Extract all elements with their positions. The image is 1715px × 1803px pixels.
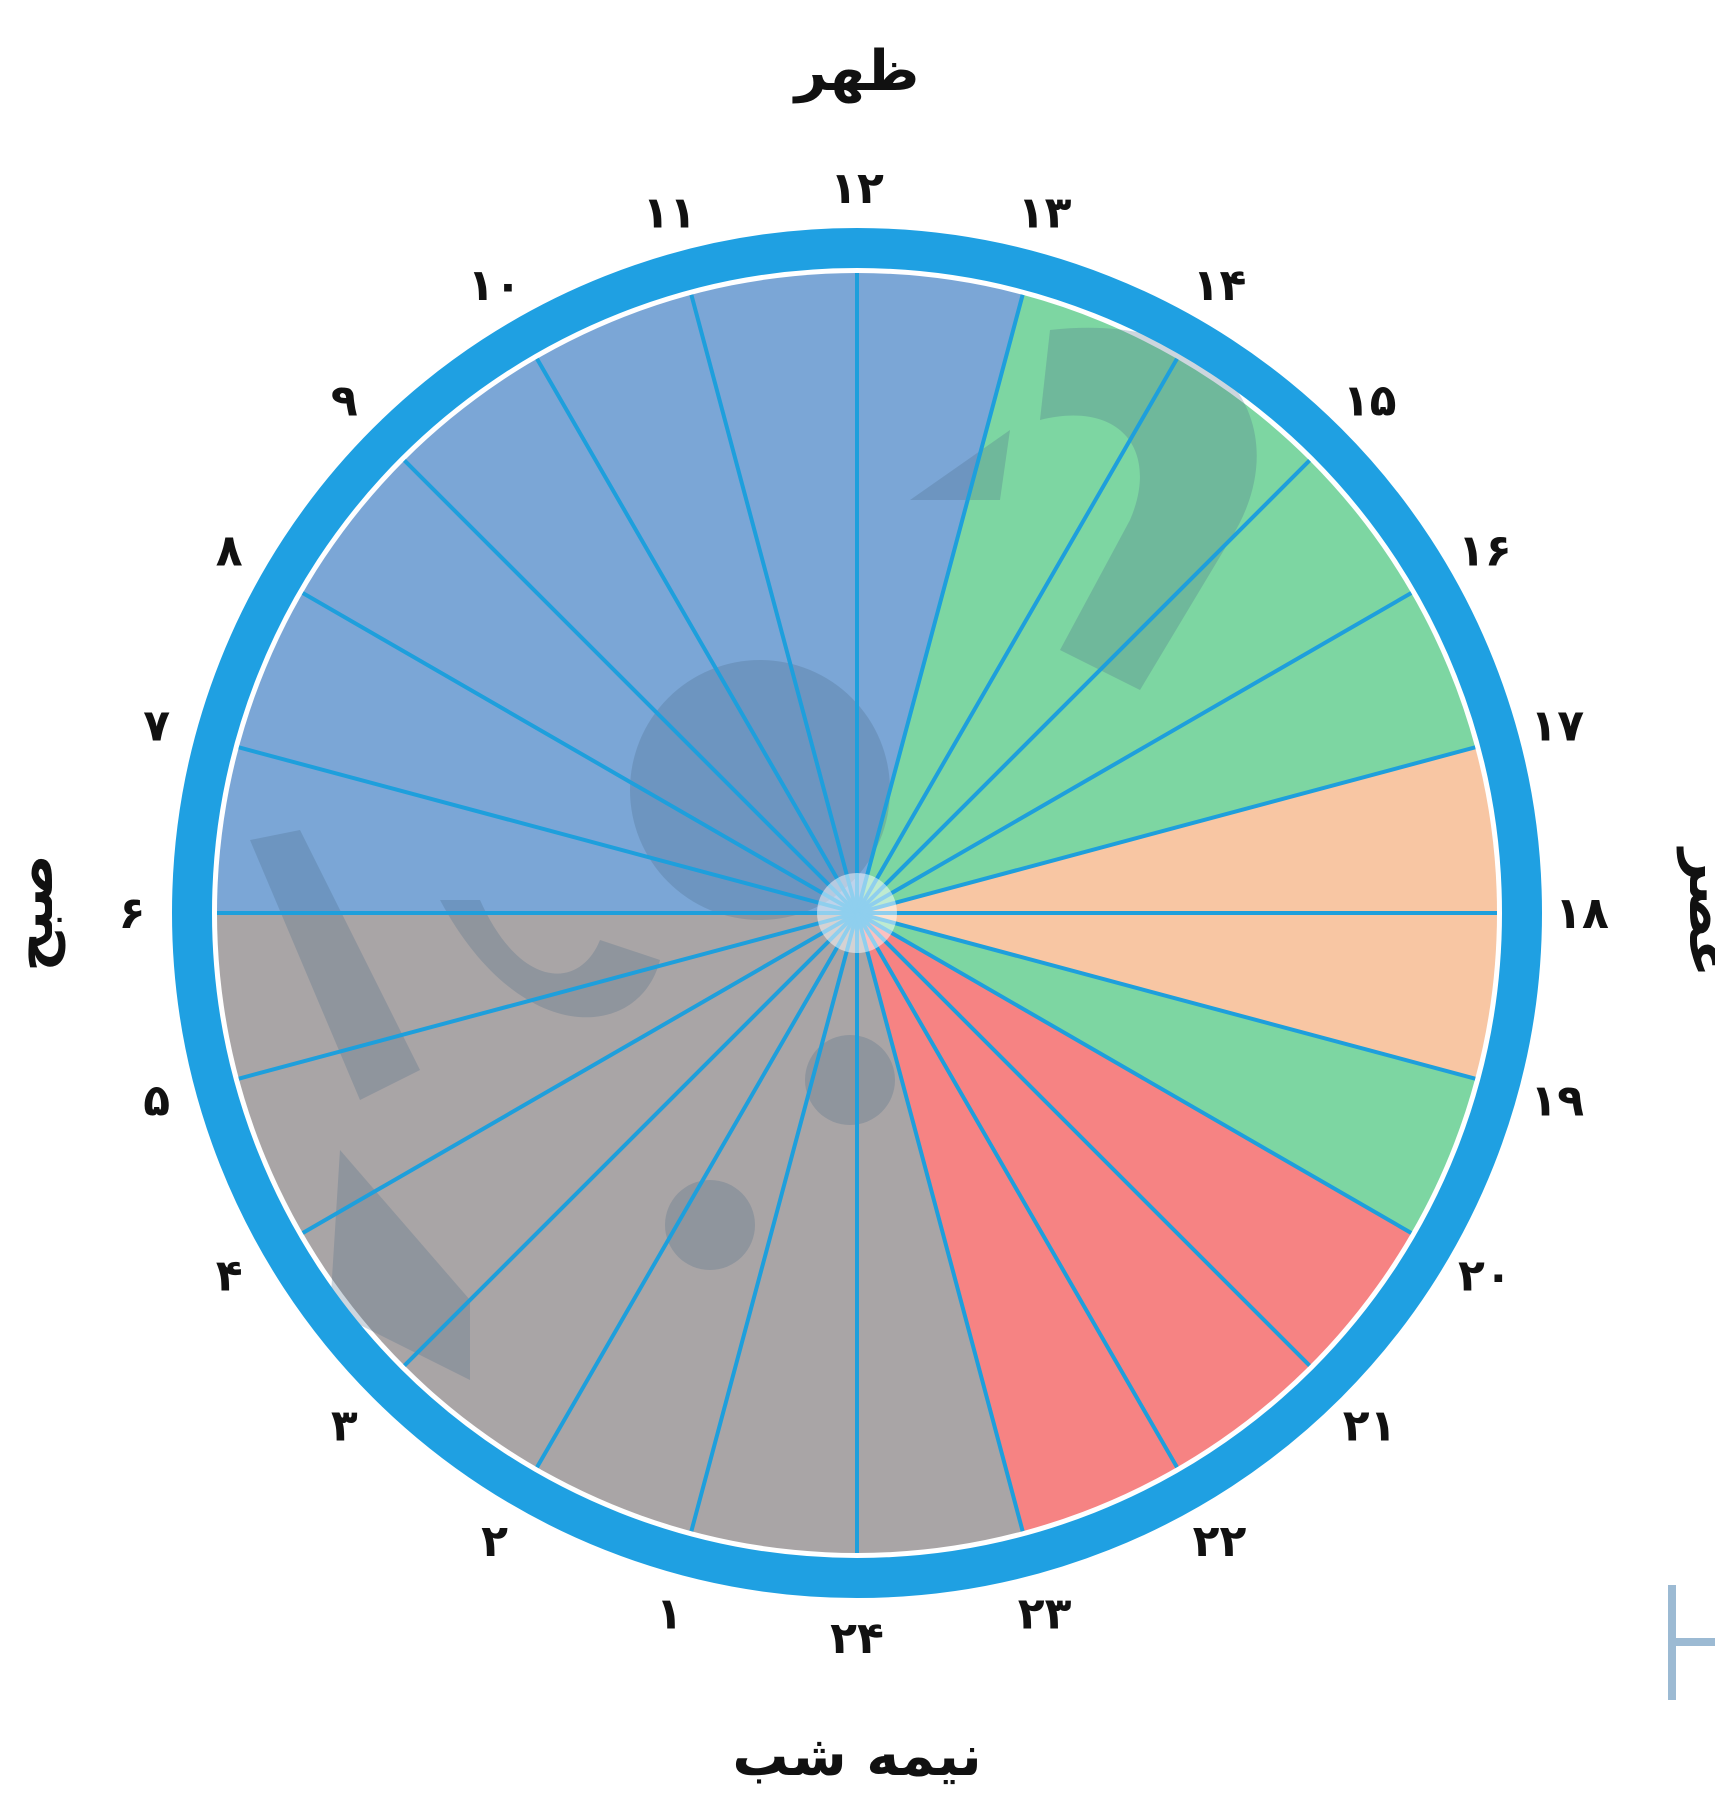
label-afternoon: عصر bbox=[1676, 846, 1715, 977]
hour-label-5: ۵ bbox=[143, 1076, 170, 1127]
hour-label-7: ۷ bbox=[143, 700, 170, 751]
watermark-shape bbox=[665, 1180, 755, 1270]
spoke bbox=[855, 591, 1413, 915]
hour-label-4: ۴ bbox=[216, 1251, 243, 1302]
hour-label-21: ۲۱ bbox=[1343, 1401, 1397, 1452]
spokes-layer bbox=[217, 273, 1497, 1553]
hour-label-12: ۱۲ bbox=[830, 163, 884, 214]
hour-label-13: ۱۳ bbox=[1018, 188, 1072, 239]
hour-label-3: ۳ bbox=[331, 1401, 358, 1452]
sector-evening_red-20-23 bbox=[857, 913, 1412, 1532]
hour-label-20: ۲۰ bbox=[1458, 1251, 1512, 1302]
label-noon: ظهر bbox=[792, 39, 920, 104]
watermark-shape bbox=[1040, 327, 1257, 690]
hour-label-18: ۱۸ bbox=[1555, 888, 1609, 939]
spoke bbox=[855, 911, 1179, 1469]
spoke bbox=[301, 591, 859, 915]
hour-label-11: ۱۱ bbox=[642, 188, 696, 239]
spoke bbox=[238, 911, 858, 1081]
spoke bbox=[689, 294, 859, 914]
watermark-shape bbox=[250, 830, 420, 1100]
watermark-shape bbox=[805, 1035, 895, 1125]
hour-label-22: ۲۲ bbox=[1193, 1516, 1247, 1567]
hour-label-2: ۲ bbox=[481, 1516, 508, 1567]
spoke bbox=[855, 357, 1179, 915]
sector-afternoon_green-19-20 bbox=[857, 913, 1476, 1233]
hour-label-23: ۲۳ bbox=[1018, 1588, 1072, 1639]
hour-label-6: ۶ bbox=[119, 888, 146, 939]
watermark-shape bbox=[910, 430, 1010, 500]
hour-label-19: ۱۹ bbox=[1530, 1076, 1584, 1127]
spoke bbox=[403, 459, 859, 915]
spoke bbox=[855, 294, 1025, 914]
spoke bbox=[855, 911, 1311, 1367]
spoke bbox=[301, 911, 859, 1235]
hour-label-17: ۱۷ bbox=[1530, 700, 1584, 751]
spoke bbox=[855, 911, 1413, 1235]
hour-label-24: ۲۴ bbox=[830, 1613, 884, 1664]
hour-label-16: ۱۶ bbox=[1458, 526, 1512, 577]
hour-label-8: ۸ bbox=[216, 526, 243, 577]
watermark-shape bbox=[330, 1150, 470, 1380]
hour-label-1: ۱ bbox=[656, 1588, 683, 1639]
spoke bbox=[535, 911, 859, 1469]
spoke bbox=[535, 357, 859, 915]
hour-label-9: ۹ bbox=[331, 375, 358, 426]
watermark-shape bbox=[440, 900, 660, 1018]
label-midnight: نیمه شب bbox=[732, 1724, 981, 1789]
outer-ring bbox=[172, 228, 1542, 1598]
hour-label-15: ۱۵ bbox=[1343, 375, 1397, 426]
center-hub bbox=[817, 873, 897, 953]
spoke bbox=[856, 911, 1476, 1081]
hour-label-14: ۱۴ bbox=[1193, 260, 1247, 311]
spoke bbox=[855, 912, 1025, 1532]
spoke bbox=[238, 745, 858, 915]
side-bracket bbox=[1668, 1585, 1715, 1700]
spoke bbox=[689, 912, 859, 1532]
label-morning: صبح bbox=[1, 854, 66, 971]
hour-label-10: ۱۰ bbox=[468, 260, 522, 311]
spoke bbox=[403, 911, 859, 1367]
watermark-logo bbox=[250, 327, 1257, 1380]
spoke bbox=[856, 745, 1476, 915]
spoke bbox=[855, 459, 1311, 915]
